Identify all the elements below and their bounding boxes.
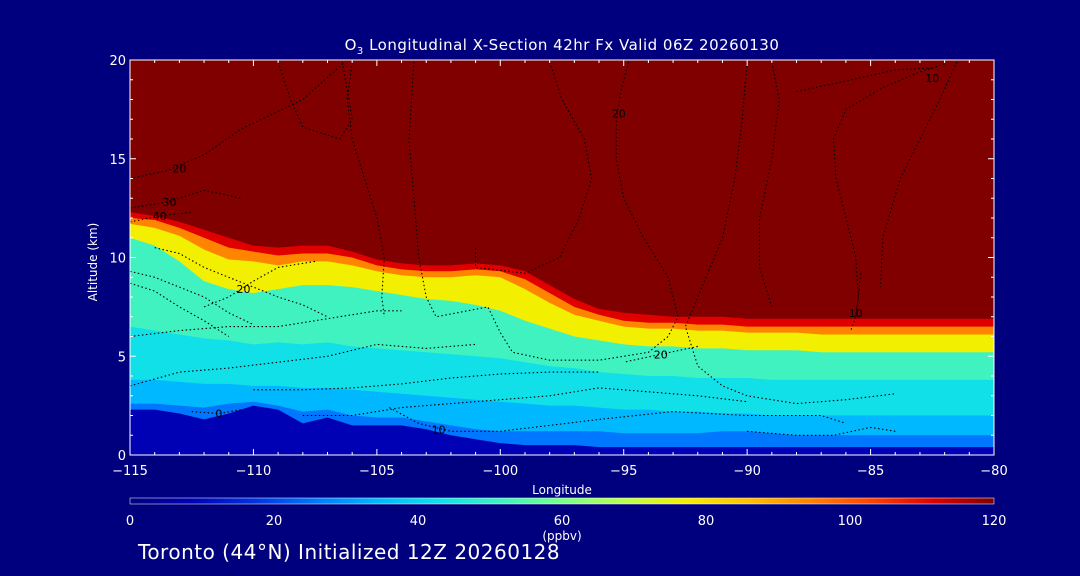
contour-line bbox=[130, 343, 476, 387]
y-tick-label: 20 bbox=[109, 54, 126, 69]
colorbar-tick-label: 40 bbox=[410, 514, 427, 529]
contour-line bbox=[758, 61, 780, 308]
x-axis-label: Longitude bbox=[532, 483, 592, 497]
contour-line bbox=[191, 409, 242, 415]
contour-label: 20 bbox=[172, 163, 186, 176]
x-tick-label: −110 bbox=[236, 464, 272, 479]
contour-label: 20 bbox=[612, 107, 626, 120]
y-tick-label: 10 bbox=[109, 252, 126, 267]
colorbar-tick-label: 20 bbox=[266, 514, 283, 529]
contour-line bbox=[130, 270, 254, 326]
contour-label: 0 bbox=[215, 408, 222, 421]
contour-line bbox=[253, 371, 599, 391]
contour-line bbox=[388, 407, 847, 432]
contour-line bbox=[277, 61, 353, 140]
x-tick-label: −90 bbox=[733, 464, 760, 479]
colorbar-unit-label: (ppbv) bbox=[542, 529, 581, 543]
colorbar: 0 20 40 60 80 100 120 (ppbv) bbox=[126, 497, 1007, 543]
x-tick-label: −100 bbox=[482, 464, 518, 479]
x-axis: −115 −110 −105 −100 −95 −90 −85 −80 bbox=[112, 60, 1008, 479]
contour-line bbox=[130, 282, 229, 337]
contour-line bbox=[130, 310, 402, 338]
fill-layer-12 bbox=[130, 405, 994, 455]
contour-line bbox=[796, 67, 933, 93]
contour-line bbox=[130, 61, 346, 180]
x-tick-label: −105 bbox=[359, 464, 395, 479]
contour-label: 10 bbox=[849, 307, 863, 320]
contour-label: 30 bbox=[162, 196, 176, 209]
colorbar-ticks: 0 20 40 60 80 100 120 bbox=[126, 514, 1007, 529]
title-suffix: Longitudinal X-Section 42hr Fx Valid 06Z… bbox=[364, 36, 780, 54]
contour-line bbox=[832, 63, 945, 317]
contour-line bbox=[203, 260, 316, 308]
y-axis: 0 5 10 15 20 bbox=[109, 54, 994, 464]
colorbar-tick-label: 100 bbox=[838, 514, 863, 529]
contour-line bbox=[684, 61, 896, 405]
colorbar-tick-label: 0 bbox=[126, 514, 134, 529]
contour-label: 10 bbox=[432, 423, 446, 436]
x-tick-label: −95 bbox=[610, 464, 637, 479]
title-prefix: O bbox=[345, 36, 357, 54]
y-tick-label: 5 bbox=[118, 350, 126, 365]
contour-line bbox=[747, 426, 896, 436]
colorbar-tick-label: 80 bbox=[698, 514, 715, 529]
contour-line bbox=[623, 345, 698, 363]
x-tick-label: −80 bbox=[980, 464, 1007, 479]
ozone-fill-layers bbox=[130, 60, 994, 455]
title-subscript: 3 bbox=[357, 46, 364, 57]
contour-label: 10 bbox=[925, 72, 939, 85]
colorbar-tick-label: 60 bbox=[554, 514, 571, 529]
contour-label: 20 bbox=[237, 283, 251, 296]
contour-label: 40 bbox=[153, 210, 167, 223]
x-tick-label: −115 bbox=[112, 464, 148, 479]
footer-caption: Toronto (44°N) Initialized 12Z 20260128 bbox=[138, 540, 561, 564]
y-tick-label: 15 bbox=[109, 153, 126, 168]
colorbar-strip bbox=[129, 497, 995, 505]
contour-line bbox=[346, 61, 385, 317]
contour-line bbox=[130, 189, 242, 209]
contour-label: 20 bbox=[654, 348, 668, 361]
chart-title: O3 Longitudinal X-Section 42hr Fx Valid … bbox=[345, 36, 780, 57]
colorbar-tick-label: 120 bbox=[982, 514, 1007, 529]
y-tick-label: 0 bbox=[118, 449, 126, 464]
contour-line bbox=[302, 387, 748, 417]
x-tick-label: −85 bbox=[857, 464, 884, 479]
y-axis-label: Altitude (km) bbox=[86, 223, 100, 302]
